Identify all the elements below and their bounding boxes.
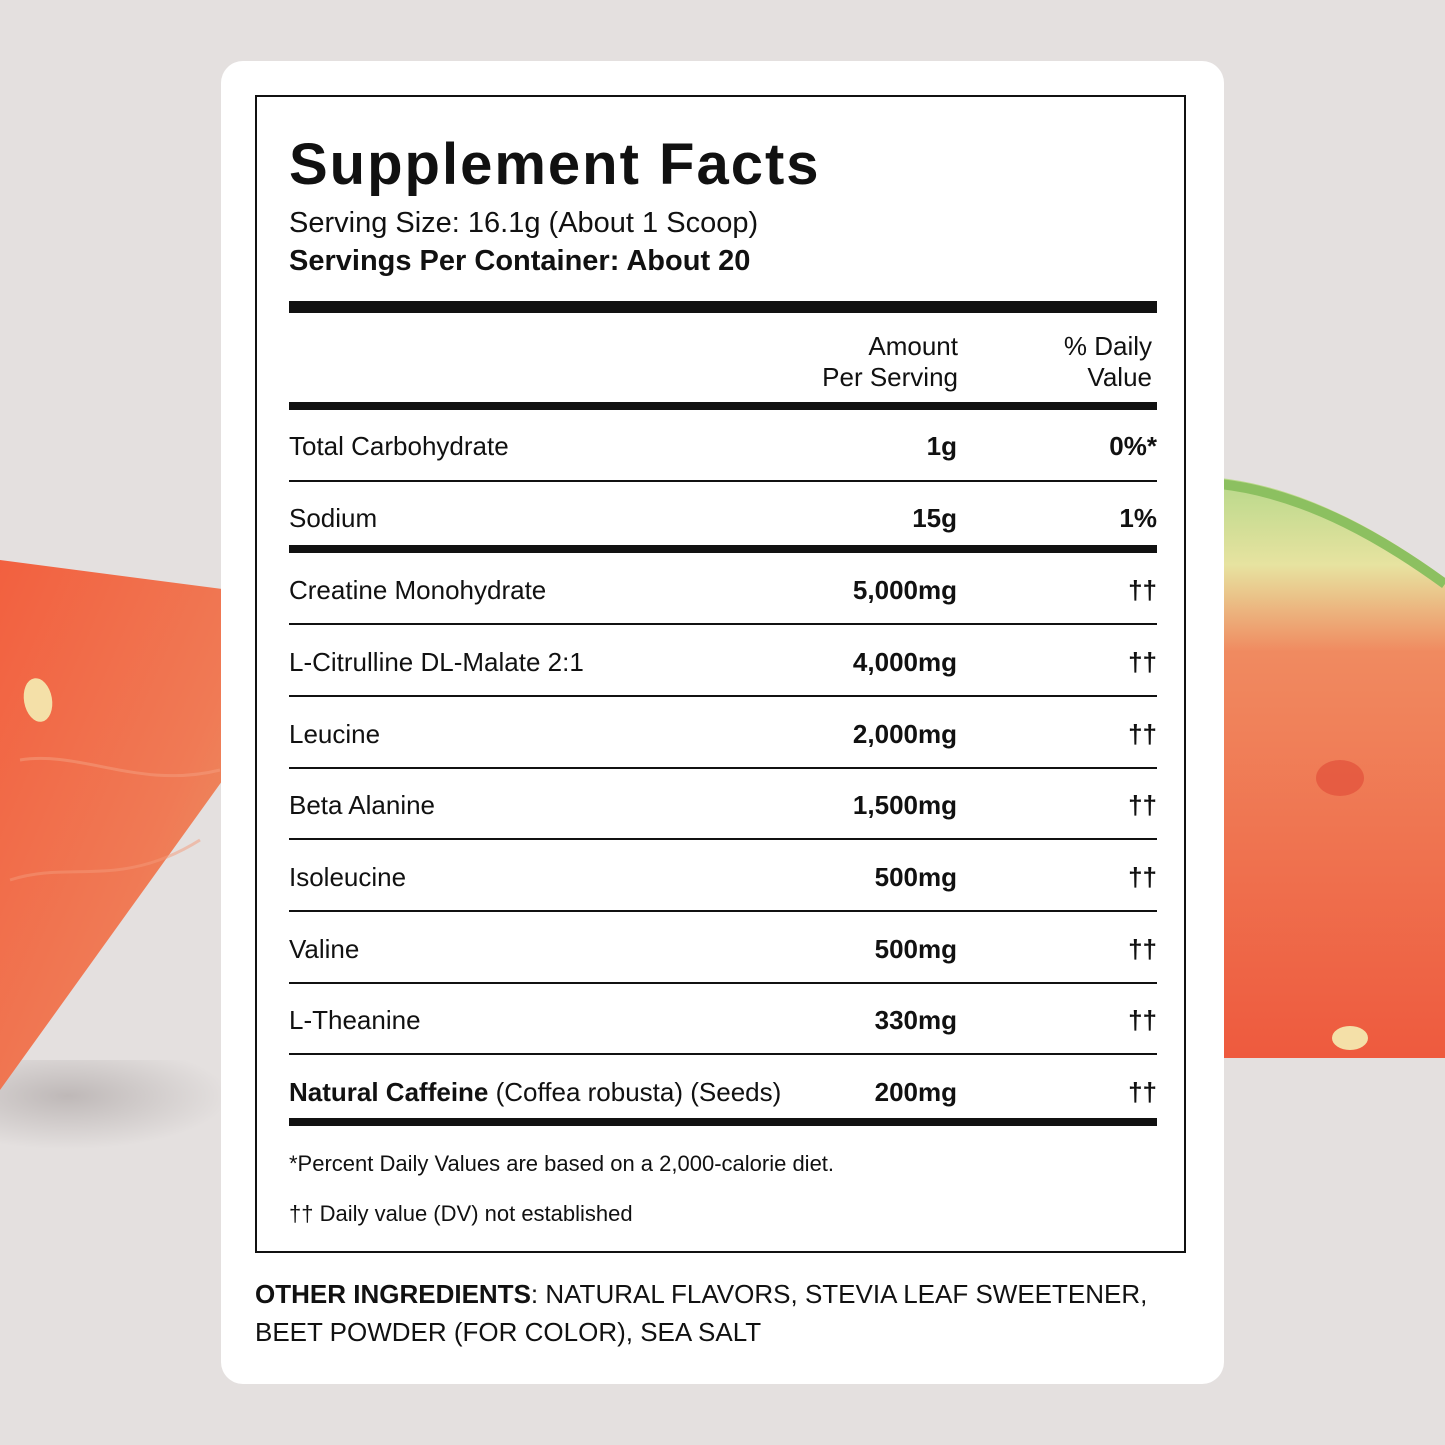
nutrient-name: L-Theanine bbox=[289, 1005, 421, 1035]
nutrient-name: Creatine Monohydrate bbox=[289, 575, 547, 605]
nutrient-row: Total Carbohydrate 1g 0%* bbox=[289, 411, 1157, 481]
divider-thick bbox=[289, 301, 1157, 313]
nutrient-amount: 500mg bbox=[874, 934, 957, 964]
row-divider bbox=[289, 695, 1157, 697]
watermelon-slice-right bbox=[1220, 478, 1445, 1058]
nutrient-amount: 1g bbox=[926, 431, 957, 461]
nutrient-dv: †† bbox=[1128, 647, 1157, 677]
melon-shadow bbox=[0, 1060, 230, 1150]
other-ingredients-label: OTHER INGREDIENTS bbox=[255, 1279, 531, 1309]
nutrient-name: L-Citrulline DL-Malate 2:1 bbox=[289, 647, 584, 677]
supplement-facts-panel: Supplement Facts Serving Size: 16.1g (Ab… bbox=[255, 95, 1186, 1253]
row-divider bbox=[289, 623, 1157, 625]
footnote-daily-values: *Percent Daily Values are based on a 2,0… bbox=[289, 1151, 835, 1176]
header-amount-line1: Amount bbox=[868, 331, 958, 361]
nutrient-dv: †† bbox=[1128, 934, 1157, 964]
nutrient-amount: 5,000mg bbox=[852, 575, 957, 605]
nutrient-name: Sodium bbox=[289, 503, 378, 533]
row-divider bbox=[289, 982, 1157, 984]
nutrient-row: L-Theanine 330mg †† bbox=[289, 985, 1157, 1055]
nutrient-dv: †† bbox=[1128, 1077, 1157, 1107]
nutrient-amount: 500mg bbox=[874, 862, 957, 892]
nutrient-row: L-Citrulline DL-Malate 2:1 4,000mg †† bbox=[289, 627, 1157, 697]
row-divider bbox=[289, 1053, 1157, 1055]
nutrient-dv: 0%* bbox=[1109, 431, 1157, 461]
nutrient-amount: 2,000mg bbox=[852, 719, 957, 749]
watermelon-slice-left bbox=[0, 560, 230, 1090]
footnote-dagger: †† Daily value (DV) not established bbox=[289, 1201, 633, 1226]
header-dv-line1: % Daily bbox=[1063, 331, 1152, 361]
nutrient-dv: †† bbox=[1128, 790, 1157, 820]
row-divider bbox=[289, 838, 1157, 840]
divider-section bbox=[289, 545, 1157, 553]
nutrient-row: Creatine Monohydrate 5,000mg †† bbox=[289, 555, 1157, 625]
nutrient-name: Natural Caffeine (Coffea robusta) (Seeds… bbox=[289, 1077, 782, 1107]
panel-title: Supplement Facts bbox=[289, 132, 821, 197]
nutrient-row: Leucine 2,000mg †† bbox=[289, 699, 1157, 769]
nutrient-dv: †† bbox=[1128, 862, 1157, 892]
nutrient-amount: 15g bbox=[912, 503, 957, 533]
nutrient-row: Natural Caffeine (Coffea robusta) (Seeds… bbox=[289, 1057, 1157, 1127]
nutrient-dv: †† bbox=[1128, 1005, 1157, 1035]
nutrient-dv: †† bbox=[1128, 719, 1157, 749]
nutrient-row: Beta Alanine 1,500mg †† bbox=[289, 770, 1157, 840]
divider-header bbox=[289, 402, 1157, 410]
serving-size: Serving Size: 16.1g (About 1 Scoop) bbox=[289, 207, 759, 239]
nutrient-amount: 330mg bbox=[874, 1005, 957, 1035]
row-divider bbox=[289, 480, 1157, 482]
nutrient-amount: 4,000mg bbox=[852, 647, 957, 677]
header-amount-line2: Per Serving bbox=[822, 362, 958, 392]
header-amount: Amount Per Serving bbox=[822, 331, 958, 393]
header-daily-value: % Daily Value bbox=[1064, 331, 1152, 393]
nutrient-row: Isoleucine 500mg †† bbox=[289, 842, 1157, 912]
other-ingredients: OTHER INGREDIENTS: NATURAL FLAVORS, STEV… bbox=[255, 1275, 1195, 1351]
nutrient-row: Valine 500mg †† bbox=[289, 914, 1157, 984]
nutrient-name: Valine bbox=[289, 934, 360, 964]
nutrient-amount: 200mg bbox=[874, 1077, 957, 1107]
nutrient-name: Isoleucine bbox=[289, 862, 407, 892]
nutrient-name: Total Carbohydrate bbox=[289, 431, 509, 461]
divider-bottom bbox=[289, 1118, 1157, 1126]
nutrient-name: Leucine bbox=[289, 719, 381, 749]
other-ingredients-text: : NATURAL FLAVORS, STEVIA LEAF SWEETENER… bbox=[255, 1279, 1148, 1347]
label-card: Supplement Facts Serving Size: 16.1g (Ab… bbox=[221, 61, 1224, 1384]
row-divider bbox=[289, 767, 1157, 769]
row-divider bbox=[289, 910, 1157, 912]
nutrient-dv: 1% bbox=[1119, 503, 1157, 533]
servings-per-container: Servings Per Container: About 20 bbox=[289, 245, 751, 277]
header-dv-line2: Value bbox=[1087, 362, 1152, 392]
nutrient-row: Sodium 15g 1% bbox=[289, 483, 1157, 553]
nutrient-amount: 1,500mg bbox=[852, 790, 957, 820]
nutrient-name: Beta Alanine bbox=[289, 790, 436, 820]
nutrient-dv: †† bbox=[1128, 575, 1157, 605]
